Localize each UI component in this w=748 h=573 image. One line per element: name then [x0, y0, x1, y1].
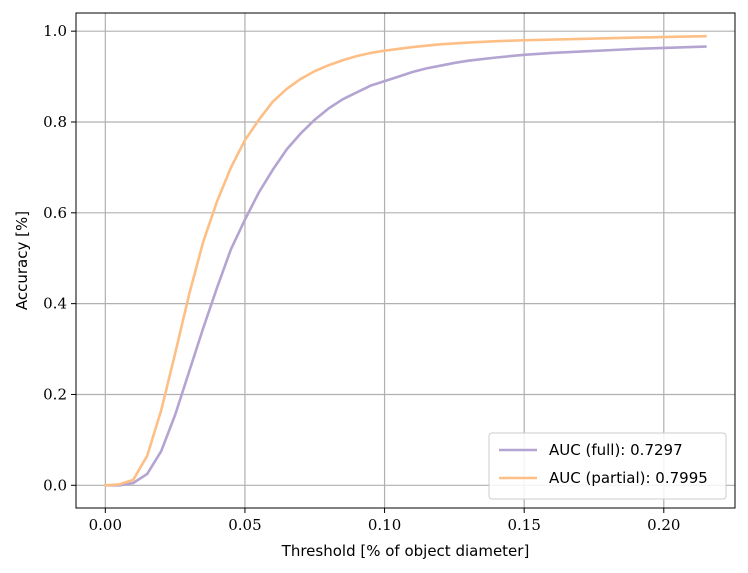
y-tick-label: 0.4: [43, 295, 67, 313]
y-tick-label: 0.6: [43, 204, 67, 222]
x-tick-label: 0.00: [89, 516, 122, 534]
legend: AUC (full): 0.7297 AUC (partial): 0.7995: [488, 432, 727, 500]
x-axis-label: Threshold [% of object diameter]: [281, 542, 530, 560]
legend-label-2: AUC (partial): 0.7995: [549, 469, 708, 487]
grid: [76, 13, 735, 508]
legend-series-name: AUC (full):: [549, 441, 630, 459]
series-line-2: [104, 34, 707, 487]
y-tick-label: 0.8: [43, 113, 67, 131]
legend-series-value: 0.7297: [630, 441, 683, 459]
series-line-1: [104, 45, 707, 487]
legend-series-value: 0.7995: [655, 469, 708, 487]
x-tick-label: 0.20: [647, 516, 680, 534]
series-layer: [104, 34, 707, 487]
y-tick-label: 0.0: [43, 476, 67, 494]
x-tick-label: 0.05: [228, 516, 261, 534]
x-tick-label: 0.15: [507, 516, 540, 534]
plot-frame: [75, 12, 736, 509]
legend-series-name: AUC (partial):: [549, 469, 655, 487]
legend-label-1: AUC (full): 0.7297: [549, 441, 683, 459]
y-tick-label: 1.0: [43, 22, 67, 40]
y-tick-label: 0.2: [43, 385, 67, 403]
axis-ticks: 0.00 0.05 0.10 0.15 0.20 0.0 0.2 0.4 0.6 0.8 1.0: [43, 22, 680, 534]
legend-box: [488, 432, 727, 500]
x-tick-label: 0.10: [368, 516, 401, 534]
y-axis-label: Accuracy [%]: [13, 211, 31, 310]
